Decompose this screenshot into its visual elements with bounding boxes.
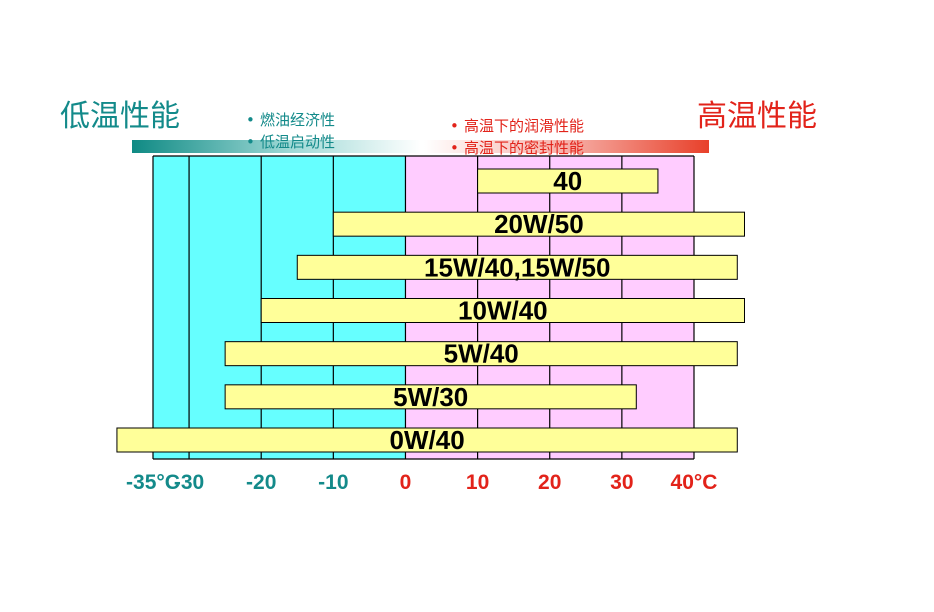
- x-tick-label: -10: [318, 471, 348, 494]
- bullet-item: • 燃油经济性: [246, 111, 336, 129]
- low-temp-gradient-band: [132, 140, 421, 153]
- range-bar: 5W/40: [224, 339, 738, 369]
- x-tick-label: -35°C: [126, 471, 180, 494]
- bullet-item: • 高温下的密封性能: [450, 139, 585, 157]
- x-tick-label: 10: [466, 471, 489, 494]
- range-bar-label: 5W/40: [444, 339, 519, 369]
- bullet-text: 燃油经济性: [260, 111, 336, 129]
- bullet-text: 低温启动性: [260, 133, 336, 151]
- range-bar-label: 40: [553, 166, 582, 196]
- x-tick-label: -20: [246, 471, 276, 494]
- bullet-item: • 高温下的润滑性能: [450, 117, 585, 135]
- x-tick-label: -30: [174, 471, 204, 494]
- x-tick-label: 20: [538, 471, 561, 494]
- range-bar: 0W/40: [116, 425, 738, 455]
- range-bar-rect: [260, 298, 745, 323]
- range-bar-label: 0W/40: [390, 425, 465, 455]
- bullet-text: 高温下的密封性能: [464, 139, 585, 157]
- range-bar-label: 15W/40,15W/50: [424, 252, 610, 282]
- low-temp-bullet-list: • 燃油经济性 • 低温启动性: [246, 109, 335, 153]
- low-temp-performance-heading: 低温性能: [60, 99, 180, 134]
- range-bar-rect: [224, 341, 738, 367]
- range-bar: 40: [477, 166, 659, 196]
- range-bar: 10W/40: [260, 296, 745, 326]
- range-bar-rect: [224, 384, 637, 410]
- bullet-item: • 低温启动性: [246, 133, 336, 151]
- high-temp-gradient-band: [424, 140, 709, 153]
- high-temp-bullet-list: • 高温下的润滑性能 • 高温下的密封性能: [450, 115, 584, 159]
- range-bar-rect: [296, 254, 738, 280]
- range-bar-rect: [332, 211, 745, 237]
- x-tick-label: 40°C: [671, 471, 718, 494]
- range-bar-label: 5W/30: [393, 382, 468, 412]
- range-bar: 15W/40,15W/50: [296, 252, 738, 282]
- x-tick-label: 0: [400, 471, 412, 494]
- range-bar-rect: [116, 427, 738, 453]
- range-bar-rect: [477, 168, 659, 194]
- range-bar-label: 20W/50: [494, 209, 584, 239]
- range-bar: 20W/50: [332, 209, 745, 239]
- range-bar: 5W/30: [224, 382, 637, 412]
- range-bar-label: 10W/40: [458, 296, 548, 326]
- bullet-text: 高温下的润滑性能: [464, 117, 585, 135]
- high-temp-performance-heading: 高温性能: [697, 99, 817, 134]
- x-tick-label: 30: [610, 471, 633, 494]
